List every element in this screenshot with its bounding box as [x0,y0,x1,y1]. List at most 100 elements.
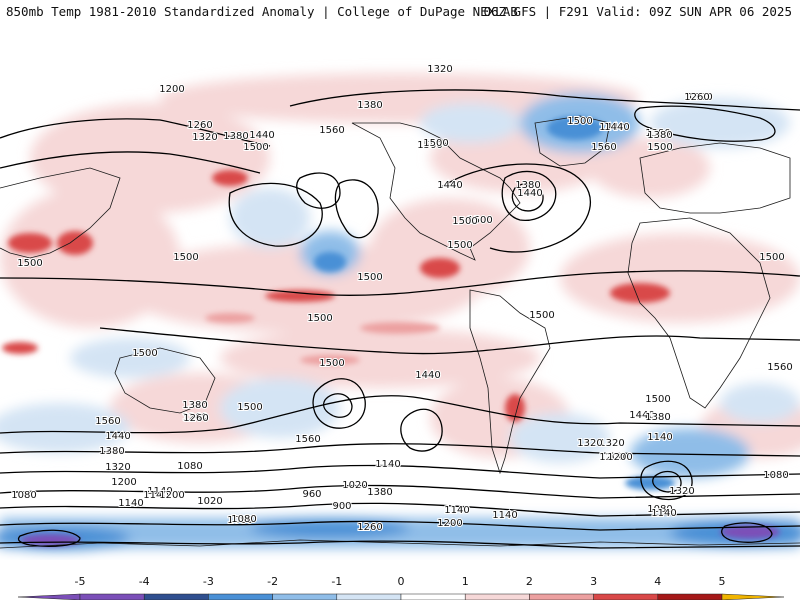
contour-label: 1140 [118,498,143,509]
contour-label: 1380 [647,130,672,141]
contour-label: 1500 [17,258,42,269]
contour-label: 1260 [182,412,207,423]
contour-label: 1080 [177,461,202,472]
warm-anomaly-patch [300,355,360,365]
contour-labels: 1320 1200 1260 1320 1380 1440 1500 1560 1500 1440… [10,63,793,534]
cool-anomaly-area [0,403,130,453]
warm-anomaly-patch [2,342,38,354]
warm-anomaly-area [560,233,800,323]
colorbar-segment [272,593,338,601]
height-contour-line [400,408,443,452]
height-contour-line [0,540,800,549]
warm-anomaly-area [220,328,540,388]
colorbar-ticks: -5 -4 -3 -2 -1 0 1 2 3 4 5 [75,575,726,588]
height-contour-line [501,170,557,222]
contour-label: 1500 [759,252,784,263]
warm-anomaly-patch [212,170,248,186]
greenland-outline [534,115,611,167]
contour-label: 1440 [604,122,629,133]
contour-label: 1140 [375,459,400,470]
cool-anomaly-patch [314,252,346,272]
contour-label: 1260 [357,522,382,533]
colorbar-arrow-high [721,593,785,601]
contour-label: 1440 [517,188,542,199]
height-contour-line [439,163,591,253]
contour-label: 1560 [95,416,120,427]
warm-anomaly-patch [205,313,255,323]
contour-label: 1500 [647,142,672,153]
height-contour-line [0,443,800,457]
contour-label: 1500 [307,313,332,324]
contour-label: 1560 [591,142,616,153]
colorbar-tick-label: -4 [139,575,150,588]
height-contour-line [721,522,773,543]
antarctica-outline [0,539,800,549]
colorbar-tick-label: 5 [719,575,726,588]
colorbar-segment [208,593,273,601]
height-contour-line [99,327,800,355]
contour-label: 1560 [319,125,344,136]
cool-anomaly-area [70,338,190,378]
contour-label: 1080 [231,514,256,525]
anomaly-shading [0,73,800,550]
colorbar-segment [464,593,530,601]
warm-anomaly-patch [265,290,335,302]
contour-label: 900 [332,501,351,512]
colorbar-legend: -5 -4 -3 -2 -1 0 1 2 3 4 5 [0,568,800,601]
cool-anomaly-area [650,98,790,148]
contour-label: 1200 [599,452,624,463]
colorbar-arrow-low [17,593,81,601]
contour-label: 1380 [357,100,382,111]
warm-anomaly-area [590,138,710,198]
contour-label: 1140 [147,486,172,497]
map-title: 850mb Temp 1981-2010 Standardized Anomal… [6,4,518,19]
cool-anomaly-area [630,428,750,478]
contour-label: 1200 [607,452,632,463]
height-contour-line [0,520,800,531]
anomaly-map[interactable]: 1320 1200 1260 1320 1380 1440 1500 1560 1500 1440… [0,28,800,560]
contour-label: 1320 [577,438,602,449]
contour-label: 1500 [687,92,712,103]
contour-label: 1440 [415,370,440,381]
height-contour-line [0,151,261,174]
colorbar-tick-label: -1 [331,575,342,588]
height-contour-line [652,470,682,493]
contour-label: 1020 [342,480,367,491]
height-contour-line [17,529,81,547]
contour-label: 1080 [647,504,672,515]
contour-label: 1440 [249,130,274,141]
cool-anomaly-patch [720,525,780,539]
colorbar-tick-label: -3 [203,575,214,588]
colorbar-tick-label: 4 [654,575,661,588]
height-contour-line [228,182,323,247]
contour-label: 1560 [767,362,792,373]
warm-anomaly-patch [420,258,460,278]
colorbar-segment [143,593,209,601]
height-contour-line [511,182,544,212]
colorbar-tick-label: -5 [75,575,86,588]
colorbar-segment [400,593,466,601]
contour-label: 1440 [105,431,130,442]
height-contour-line [334,179,379,239]
contour-label: 1260 [183,413,208,424]
height-contour-line [312,378,366,429]
contour-label: 1500 [645,394,670,405]
contour-label: 1200 [159,84,184,95]
asia-outline [0,167,121,259]
contour-label: 1500 [452,216,477,227]
contour-label: 1380 [99,446,124,457]
contour-label: 1500 [423,138,448,149]
contour-label: 1500 [417,140,442,151]
contour-label: 1440 [599,122,624,133]
australia-outline [114,347,216,414]
colorbar-segment [593,593,659,601]
height-contour-line [0,464,800,479]
contour-label: 1500 [237,402,262,413]
cool-anomaly-patch [547,116,603,140]
colorbar-tick-label: 0 [398,575,405,588]
contour-label: 1320 [669,486,694,497]
contour-label: 960 [302,489,321,500]
height-contour-line [0,270,800,296]
contour-label: 1440 [629,410,654,421]
colorbar-segments [17,593,785,601]
